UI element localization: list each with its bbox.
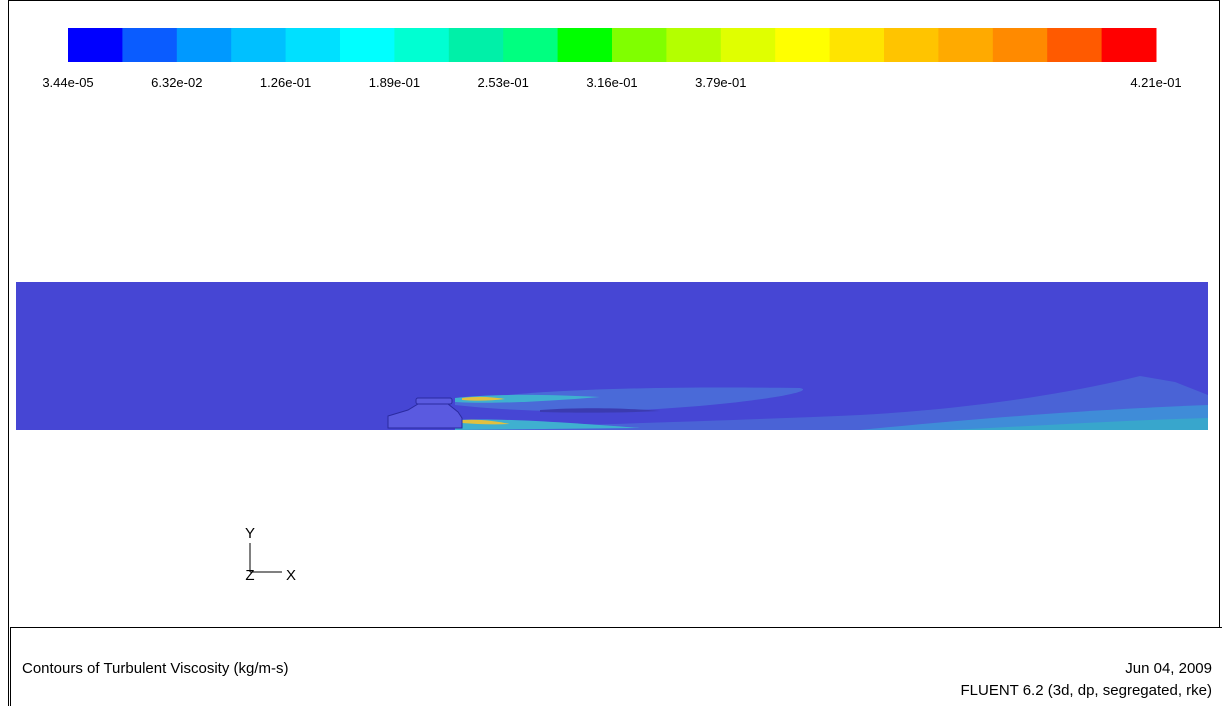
colorbar-swatch bbox=[285, 28, 341, 62]
shear-top-peak bbox=[462, 396, 505, 401]
colorbar-swatch bbox=[68, 28, 123, 62]
colorbar-swatch bbox=[1101, 28, 1157, 62]
colorbar-swatch bbox=[775, 28, 831, 62]
vehicle-roof bbox=[415, 397, 453, 405]
colorbar-label: 3.16e-01 bbox=[586, 75, 637, 90]
colorbar-swatch bbox=[938, 28, 994, 62]
colorbar-swatch bbox=[176, 28, 232, 62]
shear-bottom-peak bbox=[462, 419, 510, 425]
colorbar-label: 3.79e-01 bbox=[695, 75, 746, 90]
wake-upper bbox=[455, 387, 804, 412]
colorbar-swatch bbox=[448, 28, 504, 62]
colorbar-swatch bbox=[884, 28, 939, 62]
colorbar-label: 1.89e-01 bbox=[369, 75, 420, 90]
colorbar-label: 1.26e-01 bbox=[260, 75, 311, 90]
footer-version: FLUENT 6.2 (3d, dp, segregated, rke) bbox=[960, 682, 1212, 699]
triad-z: Z bbox=[245, 567, 254, 584]
axis-triad: Y Z X bbox=[245, 525, 296, 584]
colorbar-swatch bbox=[557, 28, 613, 62]
frame bbox=[8, 0, 1220, 706]
colorbar-swatch bbox=[122, 28, 178, 62]
colorbar-label: 2.53e-01 bbox=[478, 75, 529, 90]
triad-y: Y bbox=[245, 525, 255, 542]
shear-top bbox=[455, 394, 600, 403]
colorbar-swatch bbox=[720, 28, 776, 62]
colorbar-label: 3.44e-05 bbox=[42, 75, 93, 90]
colorbar-swatch bbox=[612, 28, 667, 62]
colorbar-label: 4.21e-01 bbox=[1130, 75, 1181, 90]
shear-bottom bbox=[455, 419, 640, 430]
colorbar-swatch bbox=[394, 28, 450, 62]
footer-box bbox=[10, 627, 1222, 706]
wake-core bbox=[950, 418, 1208, 430]
colorbar-swatch bbox=[829, 28, 885, 62]
colorbar: 3.44e-05 6.32e-02 1.26e-01 1.89e-01 2.53e-01… bbox=[42, 28, 1182, 90]
footer-title: Contours of Turbulent Viscosity (kg/m-s) bbox=[22, 660, 288, 677]
colorbar-label: 6.32e-02 bbox=[151, 75, 202, 90]
colorbar-swatch bbox=[666, 28, 722, 62]
colorbar-swatch bbox=[231, 28, 287, 62]
triad-x: X bbox=[286, 567, 296, 584]
colorbar-swatch bbox=[503, 28, 559, 62]
colorbar-swatch bbox=[992, 28, 1048, 62]
colorbar-swatch bbox=[340, 28, 395, 62]
wake-gap bbox=[540, 408, 660, 413]
colorbar-swatch bbox=[1047, 28, 1103, 62]
footer-date: Jun 04, 2009 bbox=[1125, 660, 1212, 677]
contour-domain bbox=[16, 282, 1208, 430]
